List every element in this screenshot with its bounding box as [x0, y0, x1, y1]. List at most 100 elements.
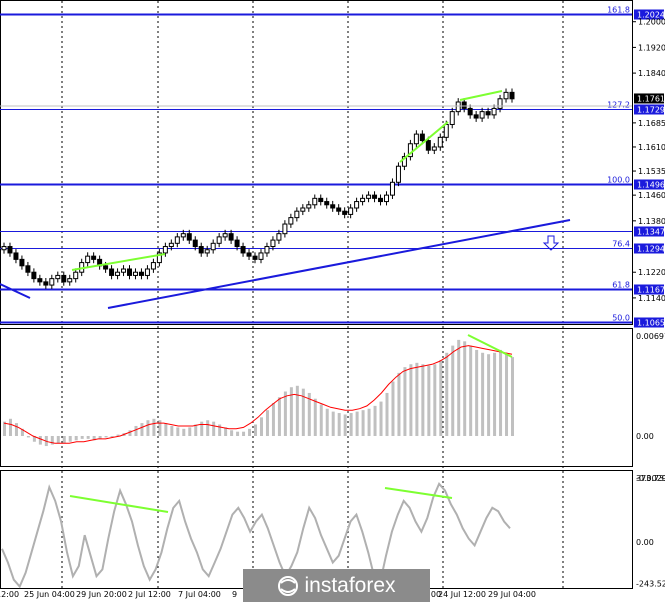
time-tick-2: 29 Jun 20:00 — [76, 590, 127, 599]
time-tick-1: 25 Jun 04:00 — [24, 590, 75, 599]
candle-body-45 — [270, 239, 276, 248]
candle-body-15 — [91, 255, 97, 260]
candle-body-67 — [401, 156, 407, 167]
macd-bar-28 — [170, 425, 174, 436]
candle-body-41 — [246, 252, 252, 257]
candle-body-79 — [473, 114, 479, 119]
candle-body-14 — [85, 255, 91, 264]
current-price-box — [634, 93, 664, 104]
time-tick-7: 24 Jul 12:00 — [438, 590, 486, 599]
fib-price-box-2 — [634, 179, 664, 190]
candle-body-28 — [168, 242, 174, 248]
candle-body-35 — [210, 242, 216, 251]
macd-bar-44 — [265, 410, 269, 436]
price-tick-4: 1.1610 — [638, 143, 665, 152]
macd-bar-31 — [188, 427, 192, 436]
macd-bar-50 — [301, 388, 305, 436]
candle-body-43 — [258, 252, 264, 260]
macd-bar-30 — [182, 428, 186, 436]
fib-price-box-3 — [634, 226, 664, 237]
time-tick-5: 9 — [232, 590, 237, 599]
candle-body-31 — [186, 233, 192, 241]
divergence-lines-price — [71, 90, 503, 271]
macd-bar-76 — [457, 339, 461, 436]
candle-body-22 — [132, 271, 138, 276]
candle-body-40 — [240, 246, 246, 254]
cci-tick-2: -243.5276 — [636, 580, 665, 589]
macd-bar-82 — [493, 352, 497, 436]
candle-body-59 — [354, 201, 360, 209]
current-price-tag: 1.1761 — [634, 93, 665, 104]
macd-tick-1: 0.00 — [636, 432, 654, 441]
macd-bar-36 — [218, 424, 222, 436]
watermark-text: instaforex — [304, 573, 396, 597]
time-tick-3: 2 Jul 12:00 — [128, 590, 171, 599]
candle-body-81 — [485, 111, 491, 116]
candle-body-27 — [162, 246, 168, 254]
candle-body-18 — [109, 268, 115, 276]
macd-bar-24 — [146, 420, 150, 436]
macd-bar-9 — [56, 436, 60, 444]
fib-price-box-0 — [634, 9, 664, 20]
cci-axis: 373.7321 0.00 -243.5276 — [636, 474, 665, 589]
macd-bar-60 — [361, 410, 365, 436]
candle-body-75 — [449, 111, 455, 125]
macd-bar-62 — [373, 405, 377, 436]
current-price-label: 1.1761 — [637, 94, 665, 103]
fib-price-label-3: 1.1347 — [637, 228, 665, 237]
macd-bar-13 — [80, 436, 84, 439]
candle-body-21 — [127, 268, 133, 276]
cci-tick-0: 373.7321 — [636, 474, 665, 483]
candle-body-44 — [264, 246, 270, 254]
candle-body-36 — [216, 236, 222, 244]
candle-body-50 — [300, 207, 306, 212]
macd-bar-70 — [421, 364, 425, 436]
down-arrow-icon — [542, 235, 560, 251]
candle-body-85 — [509, 91, 515, 100]
candle-body-83 — [497, 98, 503, 109]
macd-bar-48 — [289, 387, 293, 436]
fib-price-box-4 — [634, 243, 664, 254]
candle-body-8 — [49, 278, 55, 286]
fib-ratio-label-5: 61.8 — [612, 281, 630, 290]
watermark: instaforex — [243, 569, 430, 602]
macd-bar-27 — [164, 423, 168, 436]
time-tick-0: 12:00 — [0, 590, 19, 599]
macd-bar-72 — [433, 364, 437, 436]
macd-bar-40 — [242, 431, 246, 436]
divergence-line-2 — [399, 121, 449, 163]
candle-body-12 — [73, 271, 79, 280]
candle-body-51 — [306, 204, 312, 209]
price-tick-9: 1.1140 — [638, 294, 665, 303]
candle-body-55 — [330, 204, 336, 209]
candle-body-63 — [378, 197, 384, 203]
macd-bar-42 — [254, 424, 258, 436]
candle-body-53 — [318, 197, 324, 203]
macd-bar-19 — [116, 434, 120, 436]
fib-price-label-5: 1.1167 — [637, 286, 665, 295]
divergence-lines-cci — [69, 487, 453, 513]
fib-price-box-1 — [634, 104, 664, 115]
macd-bar-14 — [86, 436, 90, 439]
candle-body-7 — [43, 281, 49, 286]
price-tick-6: 1.1460 — [638, 191, 665, 200]
candle-body-48 — [288, 217, 294, 225]
macd-panel-frame — [0, 328, 633, 467]
macd-bar-21 — [128, 430, 132, 436]
macd-bar-64 — [385, 392, 389, 436]
macd-bar-69 — [415, 362, 419, 436]
macd-histogram — [3, 339, 514, 447]
candle-body-38 — [228, 233, 234, 241]
candle-body-72 — [431, 146, 437, 151]
macd-bar-34 — [206, 420, 210, 436]
macd-bar-54 — [325, 408, 329, 436]
macd-bar-66 — [397, 372, 401, 436]
candle-body-42 — [252, 255, 258, 260]
candle-body-24 — [144, 268, 150, 276]
time-tick-4: 7 Jul 04:00 — [178, 590, 221, 599]
divergence-line-macd — [467, 334, 513, 358]
candle-body-58 — [348, 207, 354, 215]
macd-bar-68 — [409, 364, 413, 436]
price-tick-7: 1.1380 — [638, 217, 665, 226]
